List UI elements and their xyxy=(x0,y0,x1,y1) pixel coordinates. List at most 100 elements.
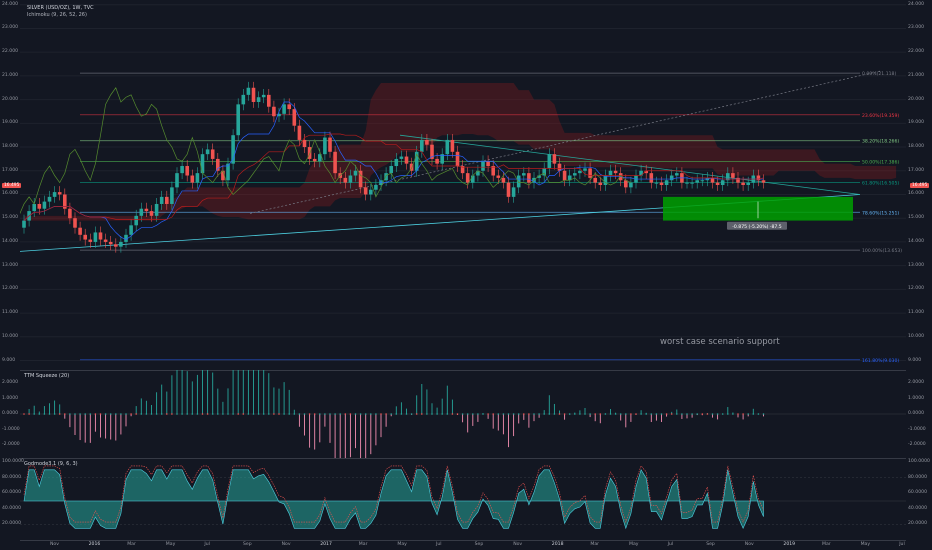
squeeze-dot xyxy=(752,413,755,415)
squeeze-dot xyxy=(247,413,250,415)
price-axis-right[interactable]: 24.000 23.000 22.000 21.000 20.000 19.000 18.0… xyxy=(908,0,932,370)
price-tick-label: 13.000 xyxy=(908,262,925,268)
ichimoku-legend[interactable]: Ichimoku (9, 26, 52, 26) xyxy=(27,12,87,18)
squeeze-dot xyxy=(472,413,474,415)
last-price-tag-right: 16.495 xyxy=(910,183,930,188)
candle xyxy=(746,182,750,185)
squeeze-axis-left[interactable]: 2.0000 1.0000 0.0000 -1.0000 -2.0000 xyxy=(0,370,28,458)
squeeze-dot xyxy=(415,413,418,415)
squeeze-dot xyxy=(145,413,148,415)
squeeze-tick-label: 2.0000 xyxy=(2,380,19,385)
squeeze-dot xyxy=(232,413,234,415)
godmode-axis-right[interactable]: 100.0000 80.0000 60.0000 40.0000 20.0000 xyxy=(908,458,932,540)
godmode-axis-left[interactable]: 100.0000 80.0000 60.0000 40.0000 20.0000 xyxy=(0,458,28,540)
time-tick-label: May xyxy=(165,542,176,547)
candle xyxy=(323,137,327,155)
squeeze-dot xyxy=(686,413,688,415)
fib-level-label: 50.00%(17.386) xyxy=(862,160,899,166)
squeeze-dot xyxy=(523,413,525,415)
candle xyxy=(537,175,541,178)
candle xyxy=(608,170,613,176)
squeeze-dot xyxy=(155,413,158,415)
squeeze-dot xyxy=(324,413,326,415)
squeeze-chart[interactable] xyxy=(20,370,906,458)
godmode-tick-label: 60.0000 xyxy=(2,490,21,496)
squeeze-dot xyxy=(191,413,194,415)
squeeze-legend[interactable]: TTM Squeeze (20) xyxy=(24,373,70,379)
measure-label: -0.875 (-5.20%) -87.5 xyxy=(732,224,782,230)
price-tick-label: 18.000 xyxy=(2,144,19,150)
symbol-title[interactable]: SILVER (USD/OZ), 1W, TVC xyxy=(27,5,94,11)
candle xyxy=(374,185,378,190)
squeeze-dot xyxy=(711,413,714,415)
price-tick-label: 11.000 xyxy=(908,310,925,316)
squeeze-dot xyxy=(201,413,204,415)
squeeze-dot xyxy=(181,413,183,415)
candle xyxy=(333,151,337,174)
candle xyxy=(481,161,485,171)
squeeze-dot xyxy=(630,413,632,415)
price-chart[interactable]: 0.00%(21.118) 23.60%(19.359) 38.20%(18.266… xyxy=(20,0,906,370)
squeeze-tick-label: 1.0000 xyxy=(908,395,925,401)
time-tick-label: 2019 xyxy=(783,542,796,547)
squeeze-dot xyxy=(660,413,663,415)
squeeze-dot xyxy=(160,413,163,415)
candle xyxy=(598,182,603,185)
candle xyxy=(139,208,144,216)
squeeze-axis-right[interactable]: 2.0000 1.0000 0.0000 -1.0000 -2.0000 xyxy=(908,370,932,458)
godmode-pane[interactable] xyxy=(20,458,906,541)
squeeze-dot xyxy=(48,413,51,415)
candle xyxy=(103,239,108,242)
candle xyxy=(476,170,480,176)
squeeze-dot xyxy=(303,413,306,415)
squeeze-tick-label: -1.0000 xyxy=(908,426,926,432)
candle xyxy=(205,149,210,155)
squeeze-dot xyxy=(364,413,367,415)
fib-level-label: 0.00%(21.118) xyxy=(862,71,896,77)
measure-label-box xyxy=(727,221,787,230)
godmode-tick-label: 40.0000 xyxy=(2,505,21,511)
price-axis-left[interactable]: 24.000 23.000 22.000 21.000 20.000 19.000 18.0… xyxy=(0,0,28,370)
time-tick-label: May xyxy=(629,542,639,547)
squeeze-dot xyxy=(28,413,30,415)
squeeze-dot xyxy=(492,413,495,415)
fib-level-label: 161.80%(9.030) xyxy=(862,358,899,364)
candle xyxy=(180,166,184,174)
candle xyxy=(389,166,393,174)
candle xyxy=(435,158,439,164)
godmode-legend[interactable]: Godmode3.1 (9, 6, 3) xyxy=(24,461,78,467)
time-tick-label: Sep xyxy=(706,542,715,547)
squeeze-dot xyxy=(79,413,81,415)
squeeze-dot xyxy=(691,413,693,415)
candle xyxy=(562,170,567,181)
candle xyxy=(277,113,281,117)
candle xyxy=(567,175,572,181)
time-tick-label: Nov xyxy=(744,542,754,547)
squeeze-dot xyxy=(441,413,444,415)
squeeze-dot xyxy=(676,413,678,415)
candle xyxy=(455,151,460,167)
squeeze-pane[interactable] xyxy=(20,370,906,459)
squeeze-dot xyxy=(421,413,423,415)
candle xyxy=(685,182,689,184)
price-tick-label: 15.000 xyxy=(908,215,925,221)
squeeze-dot xyxy=(716,413,719,415)
candle xyxy=(312,158,317,162)
candle xyxy=(654,182,659,184)
squeeze-dot xyxy=(706,413,709,415)
fib-level-label: 78.60%(15.251) xyxy=(862,210,899,216)
candle xyxy=(292,109,297,126)
main-chart-pane[interactable]: 0.00%(21.118) 23.60%(19.359) 38.20%(18.266… xyxy=(20,0,906,371)
squeeze-dot xyxy=(38,413,41,415)
time-tick-label: 2016 xyxy=(88,542,101,547)
time-axis[interactable]: Nov 2016 Mar May Jul Sep Nov 2017 Mar May Jul Sep No… xyxy=(20,540,906,550)
godmode-chart[interactable] xyxy=(20,458,906,540)
time-tick-label: Nov xyxy=(281,542,291,547)
squeeze-dot xyxy=(497,413,500,415)
time-tick-label: Jul xyxy=(899,542,905,547)
candle xyxy=(720,180,725,185)
price-tick-label: 16.000 xyxy=(908,191,925,197)
price-tick-label: 21.000 xyxy=(908,72,925,78)
time-tick-label: Sep xyxy=(474,542,484,547)
squeeze-dot xyxy=(670,413,673,415)
